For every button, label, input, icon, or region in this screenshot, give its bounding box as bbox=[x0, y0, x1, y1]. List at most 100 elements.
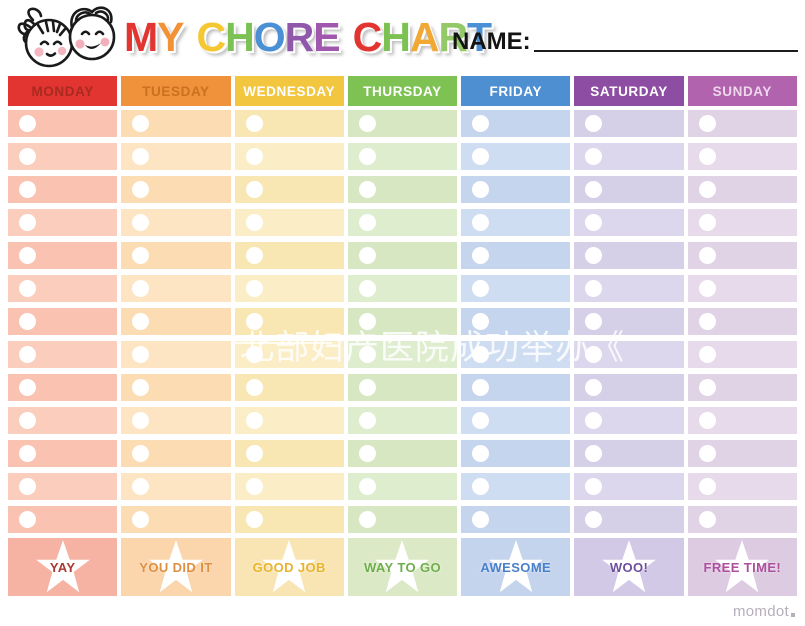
chore-checkbox-circle[interactable] bbox=[358, 280, 376, 297]
chore-checkbox-circle[interactable] bbox=[358, 181, 376, 198]
chore-checkbox-circle[interactable] bbox=[585, 445, 603, 462]
chore-checkbox-circle[interactable] bbox=[472, 313, 490, 330]
chore-checkbox-circle[interactable] bbox=[132, 313, 150, 330]
chore-checkbox-circle[interactable] bbox=[472, 346, 490, 363]
chore-checkbox-circle[interactable] bbox=[19, 214, 36, 231]
chore-checkbox-circle[interactable] bbox=[245, 412, 263, 429]
chore-checkbox-circle[interactable] bbox=[585, 214, 603, 231]
chore-row-cell bbox=[347, 110, 458, 137]
chore-checkbox-circle[interactable] bbox=[358, 511, 376, 528]
chore-checkbox-circle[interactable] bbox=[585, 346, 603, 363]
chore-checkbox-circle[interactable] bbox=[698, 247, 716, 264]
chore-checkbox-circle[interactable] bbox=[698, 346, 716, 363]
chore-checkbox-circle[interactable] bbox=[245, 379, 263, 396]
chore-checkbox-circle[interactable] bbox=[585, 280, 603, 297]
chore-checkbox-circle[interactable] bbox=[472, 511, 490, 528]
chore-checkbox-circle[interactable] bbox=[245, 478, 263, 495]
chore-checkbox-circle[interactable] bbox=[245, 313, 263, 330]
chore-checkbox-circle[interactable] bbox=[358, 313, 376, 330]
chore-checkbox-circle[interactable] bbox=[472, 247, 490, 264]
chore-checkbox-circle[interactable] bbox=[245, 181, 263, 198]
chore-checkbox-circle[interactable] bbox=[585, 478, 603, 495]
chore-checkbox-circle[interactable] bbox=[698, 379, 716, 396]
chore-checkbox-circle[interactable] bbox=[698, 412, 716, 429]
chore-checkbox-circle[interactable] bbox=[19, 148, 36, 165]
chore-checkbox-circle[interactable] bbox=[358, 346, 376, 363]
chore-checkbox-circle[interactable] bbox=[132, 346, 150, 363]
chore-checkbox-circle[interactable] bbox=[472, 181, 490, 198]
chore-checkbox-circle[interactable] bbox=[245, 346, 263, 363]
chore-checkbox-circle[interactable] bbox=[358, 214, 376, 231]
chore-checkbox-circle[interactable] bbox=[585, 181, 603, 198]
chore-checkbox-circle[interactable] bbox=[132, 379, 150, 396]
chore-checkbox-circle[interactable] bbox=[19, 247, 36, 264]
chore-checkbox-circle[interactable] bbox=[698, 148, 716, 165]
chore-checkbox-circle[interactable] bbox=[358, 148, 376, 165]
day-header-wednesday: WEDNESDAY bbox=[234, 76, 344, 106]
chore-checkbox-circle[interactable] bbox=[472, 445, 490, 462]
chore-checkbox-circle[interactable] bbox=[132, 115, 150, 132]
chore-checkbox-circle[interactable] bbox=[358, 412, 376, 429]
chore-checkbox-circle[interactable] bbox=[132, 280, 150, 297]
chore-checkbox-circle[interactable] bbox=[698, 313, 716, 330]
chore-checkbox-circle[interactable] bbox=[245, 115, 263, 132]
chore-checkbox-circle[interactable] bbox=[472, 478, 490, 495]
chore-checkbox-circle[interactable] bbox=[19, 313, 36, 330]
chore-checkbox-circle[interactable] bbox=[698, 478, 716, 495]
title-letter: R bbox=[438, 14, 468, 60]
chore-checkbox-circle[interactable] bbox=[358, 247, 376, 264]
title-letter: M bbox=[124, 14, 158, 60]
chore-checkbox-circle[interactable] bbox=[132, 511, 150, 528]
chore-checkbox-circle[interactable] bbox=[245, 445, 263, 462]
chore-checkbox-circle[interactable] bbox=[132, 181, 150, 198]
reward-cell-sunday: FREE TIME! bbox=[687, 538, 797, 596]
chore-checkbox-circle[interactable] bbox=[585, 379, 603, 396]
chore-checkbox-circle[interactable] bbox=[358, 379, 376, 396]
chore-checkbox-circle[interactable] bbox=[245, 247, 263, 264]
chore-checkbox-circle[interactable] bbox=[19, 478, 36, 495]
chore-checkbox-circle[interactable] bbox=[19, 412, 36, 429]
chore-checkbox-circle[interactable] bbox=[698, 280, 716, 297]
chore-checkbox-circle[interactable] bbox=[585, 313, 603, 330]
chore-checkbox-circle[interactable] bbox=[132, 445, 150, 462]
chore-checkbox-circle[interactable] bbox=[472, 379, 490, 396]
chore-checkbox-circle[interactable] bbox=[132, 247, 150, 264]
chore-checkbox-circle[interactable] bbox=[698, 115, 716, 132]
chore-checkbox-circle[interactable] bbox=[585, 115, 603, 132]
chore-checkbox-circle[interactable] bbox=[472, 148, 490, 165]
chore-checkbox-circle[interactable] bbox=[245, 148, 263, 165]
chore-checkbox-circle[interactable] bbox=[472, 115, 490, 132]
chore-checkbox-circle[interactable] bbox=[585, 511, 603, 528]
page-title: MY CHORE CHART bbox=[124, 14, 492, 66]
chore-checkbox-circle[interactable] bbox=[132, 412, 150, 429]
chore-checkbox-circle[interactable] bbox=[585, 148, 603, 165]
chore-checkbox-circle[interactable] bbox=[698, 511, 716, 528]
chore-checkbox-circle[interactable] bbox=[19, 181, 36, 198]
chore-checkbox-circle[interactable] bbox=[132, 148, 150, 165]
chore-checkbox-circle[interactable] bbox=[19, 445, 36, 462]
chore-checkbox-circle[interactable] bbox=[19, 511, 36, 528]
chore-checkbox-circle[interactable] bbox=[472, 280, 490, 297]
chore-checkbox-circle[interactable] bbox=[19, 280, 36, 297]
chore-checkbox-circle[interactable] bbox=[245, 280, 263, 297]
chore-checkbox-circle[interactable] bbox=[245, 214, 263, 231]
chore-checkbox-circle[interactable] bbox=[585, 247, 603, 264]
chore-checkbox-circle[interactable] bbox=[698, 181, 716, 198]
chore-checkbox-circle[interactable] bbox=[698, 445, 716, 462]
chore-checkbox-circle[interactable] bbox=[472, 214, 490, 231]
chore-checkbox-circle[interactable] bbox=[245, 511, 263, 528]
chore-checkbox-circle[interactable] bbox=[19, 115, 36, 132]
chore-checkbox-circle[interactable] bbox=[19, 346, 36, 363]
chore-checkbox-circle[interactable] bbox=[358, 115, 376, 132]
chore-checkbox-circle[interactable] bbox=[358, 445, 376, 462]
chore-checkbox-circle[interactable] bbox=[585, 412, 603, 429]
chore-checkbox-circle[interactable] bbox=[358, 478, 376, 495]
chore-checkbox-circle[interactable] bbox=[472, 412, 490, 429]
chore-checkbox-circle[interactable] bbox=[19, 379, 36, 396]
chore-checkbox-circle[interactable] bbox=[132, 214, 150, 231]
chore-row-cell bbox=[347, 275, 458, 302]
chore-checkbox-circle[interactable] bbox=[698, 214, 716, 231]
name-input-line[interactable] bbox=[533, 50, 798, 52]
chore-row-cell bbox=[687, 440, 797, 467]
chore-checkbox-circle[interactable] bbox=[132, 478, 150, 495]
